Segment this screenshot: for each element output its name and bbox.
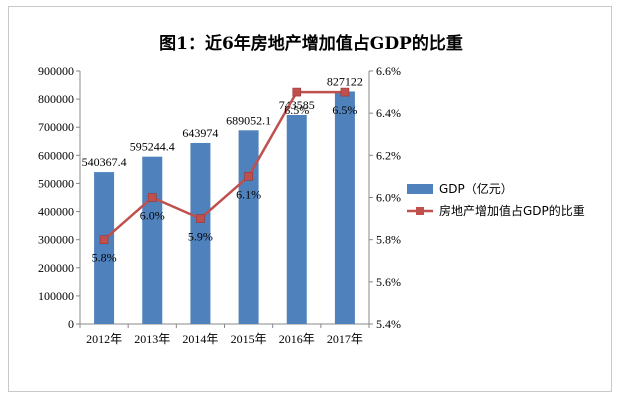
bar-data-label: 643974 (182, 126, 218, 140)
x-tick-label: 2013年 (134, 332, 170, 346)
right-tick-label: 6.0% (376, 191, 401, 205)
bar-gdp (94, 172, 115, 324)
chart-frame: 图1：近6年房地产增加值占GDP的比重 0 100000 200000 300000 4… (8, 6, 612, 392)
x-tick-label: 2015年 (231, 332, 267, 346)
bar-gdp (142, 156, 163, 324)
bar-gdp (238, 130, 259, 324)
bar-data-label: 827122 (327, 74, 363, 88)
line-data-label: 5.8% (92, 251, 117, 265)
left-tick-label: 400000 (38, 205, 74, 219)
right-tick-label: 6.4% (376, 106, 401, 120)
left-tick-label: 900000 (38, 64, 74, 78)
line-point (99, 235, 109, 244)
line-data-label: 6.1% (236, 187, 261, 201)
right-tick-label: 5.4% (376, 317, 401, 331)
line-point (147, 193, 157, 202)
line-data-label: 6.0% (140, 209, 165, 223)
legend-gdp-label: GDP（亿元） (439, 181, 513, 196)
left-tick-label: 200000 (38, 261, 74, 275)
line-point (244, 172, 253, 181)
x-tick-label: 2016年 (279, 332, 315, 346)
left-tick-label: 500000 (38, 176, 74, 190)
bar-data-label: 689052.1 (226, 113, 271, 127)
bar-data-label: 595244.4 (130, 140, 175, 154)
bar-data-label: 540367.4 (82, 155, 127, 169)
bar-gdp (190, 142, 211, 324)
chart-title: 图1：近6年房地产增加值占GDP的比重 (159, 33, 463, 54)
line-data-label: 5.9% (188, 230, 213, 244)
left-tick-label: 0 (68, 317, 74, 331)
line-point (292, 87, 302, 97)
left-tick-label: 700000 (38, 120, 74, 134)
left-tick-label: 100000 (38, 289, 74, 303)
x-tick-label: 2017年 (327, 332, 363, 346)
legend-ratio-label: 房地产增加值占GDP的比重 (439, 203, 585, 218)
x-tick-label: 2014年 (182, 332, 218, 346)
line-data-label: 6.5% (284, 103, 309, 117)
legend-ratio-marker (416, 207, 424, 215)
line-data-label: 6.5% (332, 103, 357, 117)
x-tick-label: 2012年 (86, 332, 122, 346)
right-tick-label: 6.6% (376, 64, 401, 78)
left-tick-label: 600000 (38, 148, 74, 162)
bar-gdp (334, 91, 355, 324)
right-tick-label: 5.6% (376, 275, 401, 289)
right-tick-label: 6.2% (376, 148, 401, 162)
line-point (196, 214, 205, 223)
bar-gdp (286, 114, 307, 324)
line-ratio-series (103, 90, 345, 241)
right-tick-label: 5.8% (376, 233, 401, 247)
left-tick-label: 300000 (38, 233, 74, 247)
legend-gdp-swatch (407, 184, 433, 194)
left-tick-label: 800000 (38, 92, 74, 106)
line-point (340, 87, 350, 97)
gdp-real-estate-chart: 图1：近6年房地产增加值占GDP的比重 0 100000 200000 300000 4… (38, 33, 585, 346)
